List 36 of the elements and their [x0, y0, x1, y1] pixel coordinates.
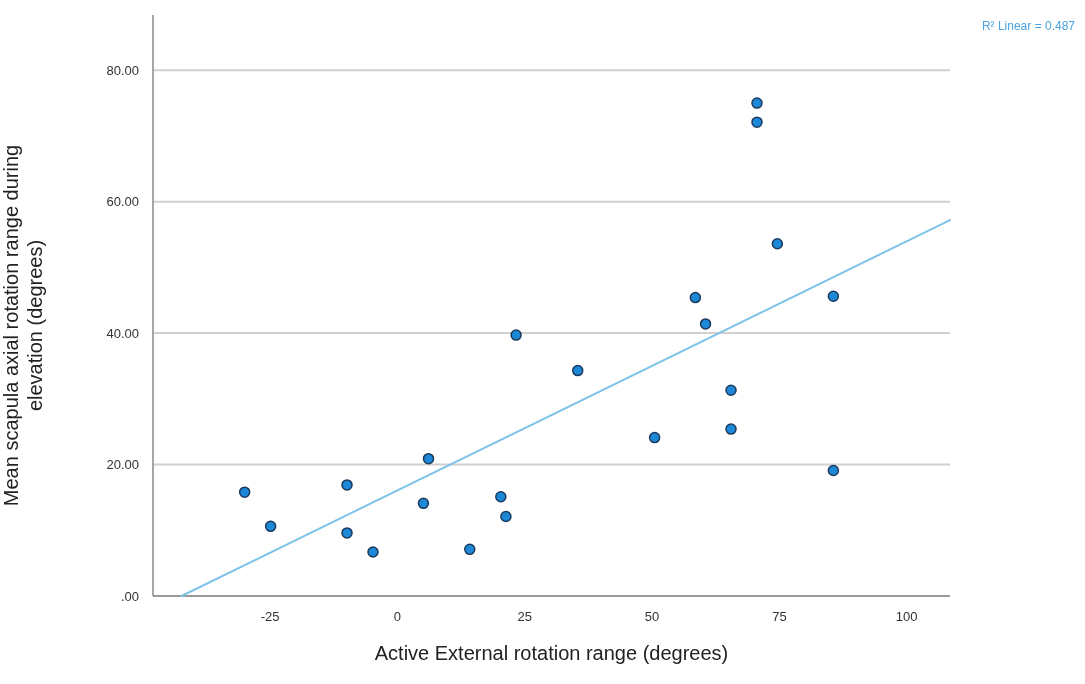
x-tick-label: 75 [772, 609, 787, 624]
point [689, 291, 702, 304]
y-tick-label: 20.00 [106, 457, 139, 473]
point [341, 479, 353, 491]
point [725, 384, 737, 397]
y-tick-label: 60.00 [106, 194, 139, 210]
point [771, 237, 784, 250]
point [495, 491, 507, 503]
y-tick-label: 80.00 [106, 62, 139, 78]
point [417, 497, 430, 510]
text: R² Linear = 0.487 [981, 19, 1076, 33]
y-tick-label: .00 [120, 588, 139, 604]
point [827, 290, 840, 303]
point [510, 329, 522, 341]
x-axis-title: Active External rotation range (degrees) [374, 642, 729, 664]
point [571, 364, 584, 377]
point [422, 452, 435, 465]
point [464, 543, 476, 556]
point [751, 97, 763, 109]
x-tick-label: 50 [644, 609, 660, 624]
y-tick-label: 40.00 [106, 325, 139, 341]
point [751, 116, 763, 128]
point [341, 527, 353, 539]
x-tick-label: 25 [517, 609, 532, 624]
point [725, 423, 737, 435]
point [500, 510, 512, 523]
point [699, 318, 712, 330]
y-axis-title: Mean scapula axial rotation range during elevation (degrees) [0, 144, 46, 507]
x-tick-label: 0 [393, 609, 402, 624]
x-tick-label: 100 [895, 609, 918, 624]
x-tick-label: -25 [260, 609, 280, 624]
point [367, 546, 379, 558]
point [648, 431, 661, 444]
point [238, 486, 251, 498]
point [264, 520, 277, 533]
point [827, 464, 840, 477]
